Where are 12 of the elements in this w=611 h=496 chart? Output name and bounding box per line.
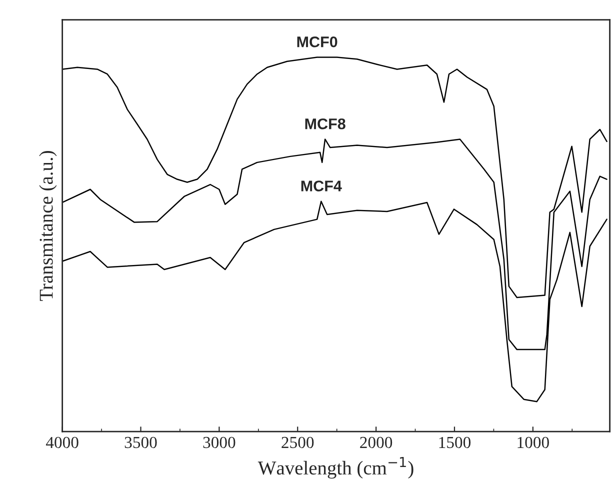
x-tick-label: 4000: [46, 436, 78, 448]
x-tick-label: 3000: [203, 436, 236, 448]
series-label: MCF0: [297, 36, 338, 48]
x-tick-label: 2000: [360, 436, 392, 448]
x-tick-label: 1000: [518, 436, 549, 448]
x-tick-label: 3500: [124, 436, 157, 448]
series-label: MCF8: [305, 118, 346, 130]
x-axis-title: Wavelength (cm$^{−1}$): [258, 457, 414, 479]
series-label: MCF4: [301, 180, 342, 192]
y-axis-title: Transmitance (a.u.): [39, 151, 57, 301]
x-tick-label: 1500: [439, 436, 471, 448]
x-tick-label: 2500: [282, 436, 314, 448]
